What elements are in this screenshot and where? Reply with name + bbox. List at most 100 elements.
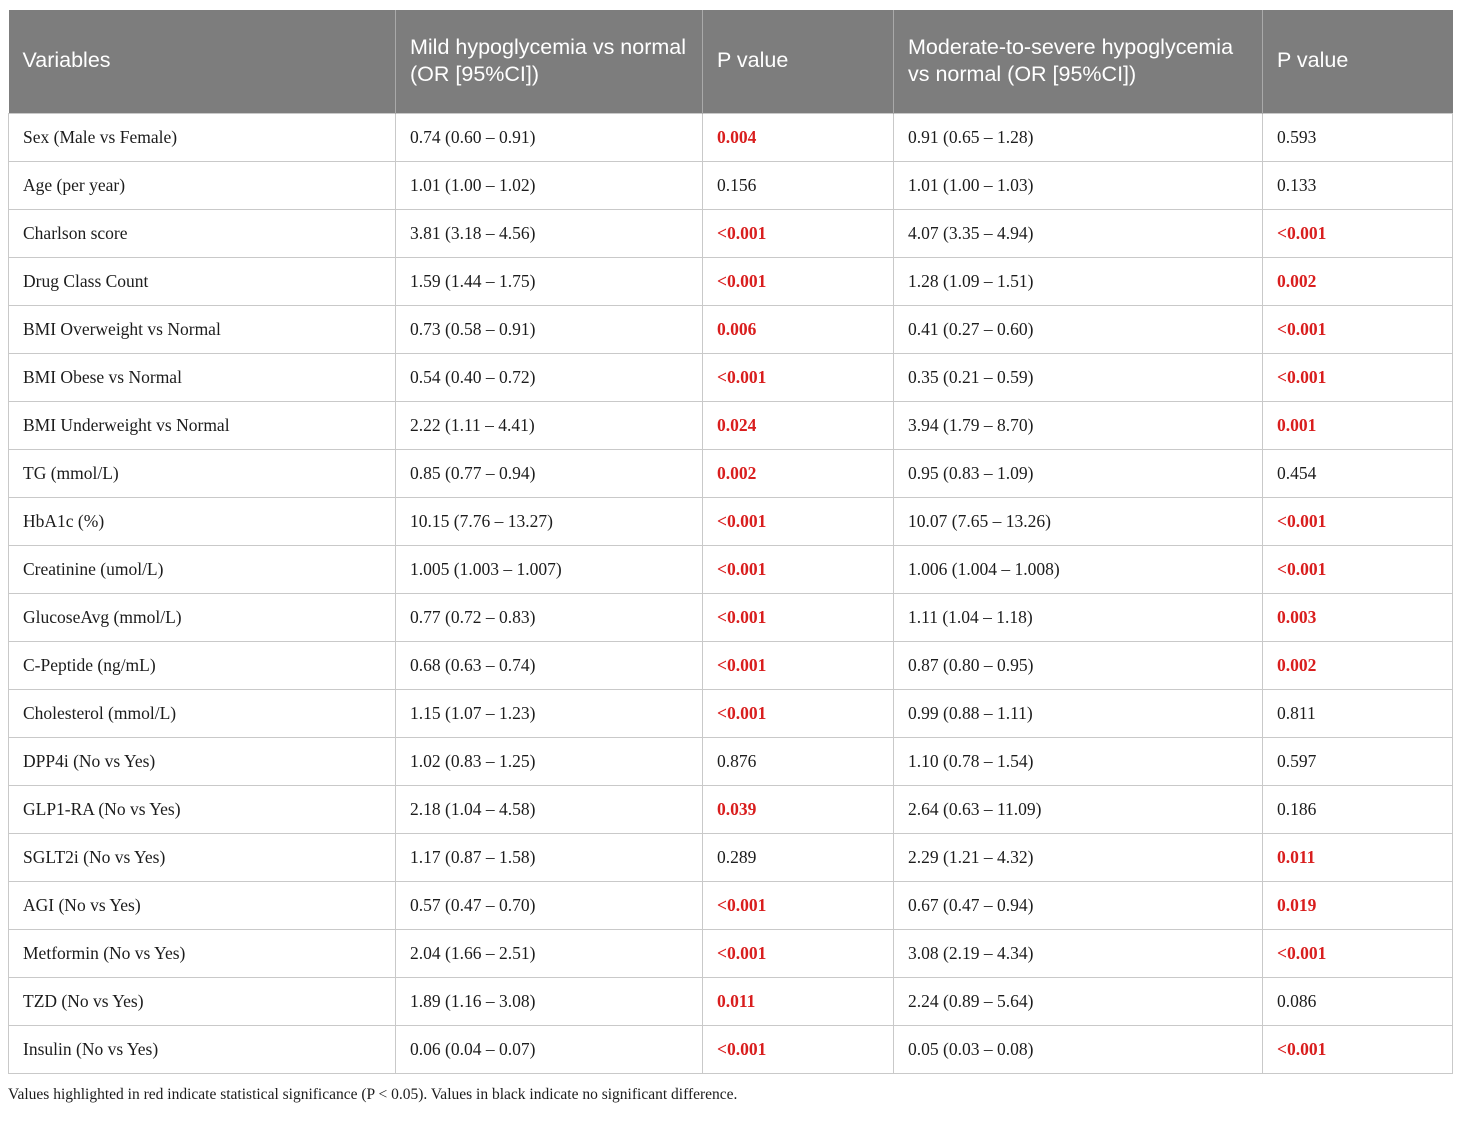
moderate-or-cell: 3.08 (2.19 – 4.34) (893, 928, 1263, 978)
table-row: GLP1-RA (No vs Yes) 2.18 (1.04 – 4.58) 0.0… (8, 784, 1453, 834)
mild-pvalue-cell: <0.001 (702, 928, 894, 978)
moderate-or-cell: 0.35 (0.21 – 0.59) (893, 352, 1263, 402)
variable-cell: Insulin (No vs Yes) (8, 1024, 396, 1074)
moderate-or-cell: 1.28 (1.09 – 1.51) (893, 256, 1263, 306)
moderate-pvalue-cell: 0.086 (1262, 976, 1453, 1026)
variable-cell: GlucoseAvg (mmol/L) (8, 592, 396, 642)
moderate-pvalue-cell: 0.011 (1262, 832, 1453, 882)
moderate-pvalue-cell: <0.001 (1262, 1024, 1453, 1074)
mild-pvalue-cell: <0.001 (702, 688, 894, 738)
moderate-or-cell: 0.67 (0.47 – 0.94) (893, 880, 1263, 930)
moderate-pvalue-cell: <0.001 (1262, 496, 1453, 546)
moderate-pvalue-cell: 0.002 (1262, 256, 1453, 306)
moderate-pvalue-cell: 0.019 (1262, 880, 1453, 930)
moderate-or-cell: 1.006 (1.004 – 1.008) (893, 544, 1263, 594)
mild-pvalue-cell: 0.156 (702, 160, 894, 210)
col-header-moderate-or: Moderate-to-severe hypoglycemia vs norma… (893, 10, 1263, 113)
mild-pvalue-cell: <0.001 (702, 544, 894, 594)
mild-pvalue-cell: 0.004 (702, 112, 894, 162)
col-header-variables: Variables (8, 10, 396, 113)
mild-or-cell: 0.77 (0.72 – 0.83) (395, 592, 703, 642)
moderate-or-cell: 2.64 (0.63 – 11.09) (893, 784, 1263, 834)
variable-cell: Sex (Male vs Female) (8, 112, 396, 162)
mild-or-cell: 3.81 (3.18 – 4.56) (395, 208, 703, 258)
moderate-or-cell: 10.07 (7.65 – 13.26) (893, 496, 1263, 546)
moderate-or-cell: 0.87 (0.80 – 0.95) (893, 640, 1263, 690)
mild-or-cell: 0.68 (0.63 – 0.74) (395, 640, 703, 690)
moderate-or-cell: 0.91 (0.65 – 1.28) (893, 112, 1263, 162)
moderate-or-cell: 1.11 (1.04 – 1.18) (893, 592, 1263, 642)
moderate-or-cell: 2.29 (1.21 – 4.32) (893, 832, 1263, 882)
moderate-pvalue-cell: <0.001 (1262, 208, 1453, 258)
table-row: HbA1c (%) 10.15 (7.76 – 13.27) <0.001 10.07… (8, 496, 1453, 546)
moderate-or-cell: 4.07 (3.35 – 4.94) (893, 208, 1263, 258)
table-row: TZD (No vs Yes) 1.89 (1.16 – 3.08) 0.011 2.… (8, 976, 1453, 1026)
table-row: Metformin (No vs Yes) 2.04 (1.66 – 2.51) <… (8, 928, 1453, 978)
mild-pvalue-cell: 0.011 (702, 976, 894, 1026)
moderate-pvalue-cell: 0.186 (1262, 784, 1453, 834)
mild-pvalue-cell: <0.001 (702, 640, 894, 690)
table-row: SGLT2i (No vs Yes) 1.17 (0.87 – 1.58) 0.28… (8, 832, 1453, 882)
mild-pvalue-cell: 0.002 (702, 448, 894, 498)
table-row: Drug Class Count 1.59 (1.44 – 1.75) <0.001… (8, 256, 1453, 306)
table-row: Sex (Male vs Female) 0.74 (0.60 – 0.91) 0.… (8, 112, 1453, 162)
table-body: Sex (Male vs Female) 0.74 (0.60 – 0.91) 0.… (8, 112, 1453, 1074)
variable-cell: TZD (No vs Yes) (8, 976, 396, 1026)
mild-or-cell: 1.02 (0.83 – 1.25) (395, 736, 703, 786)
variable-cell: SGLT2i (No vs Yes) (8, 832, 396, 882)
mild-or-cell: 1.15 (1.07 – 1.23) (395, 688, 703, 738)
moderate-or-cell: 0.05 (0.03 – 0.08) (893, 1024, 1263, 1074)
table-footnote: Values highlighted in red indicate stati… (8, 1085, 738, 1103)
moderate-pvalue-cell: 0.811 (1262, 688, 1453, 738)
mild-pvalue-cell: <0.001 (702, 208, 894, 258)
moderate-pvalue-cell: 0.593 (1262, 112, 1453, 162)
table-row: GlucoseAvg (mmol/L) 0.77 (0.72 – 0.83) <0.… (8, 592, 1453, 642)
table-row: BMI Overweight vs Normal 0.73 (0.58 – 0.9… (8, 304, 1453, 354)
table-row: BMI Obese vs Normal 0.54 (0.40 – 0.72) <0.… (8, 352, 1453, 402)
moderate-pvalue-cell: <0.001 (1262, 544, 1453, 594)
mild-or-cell: 1.59 (1.44 – 1.75) (395, 256, 703, 306)
mild-pvalue-cell: <0.001 (702, 880, 894, 930)
moderate-or-cell: 2.24 (0.89 – 5.64) (893, 976, 1263, 1026)
mild-or-cell: 0.06 (0.04 – 0.07) (395, 1024, 703, 1074)
col-header-mild-pvalue: P value (702, 10, 894, 113)
mild-or-cell: 2.04 (1.66 – 2.51) (395, 928, 703, 978)
mild-or-cell: 0.74 (0.60 – 0.91) (395, 112, 703, 162)
variable-cell: AGI (No vs Yes) (8, 880, 396, 930)
variable-cell: HbA1c (%) (8, 496, 396, 546)
variable-cell: TG (mmol/L) (8, 448, 396, 498)
mild-or-cell: 0.57 (0.47 – 0.70) (395, 880, 703, 930)
variable-cell: Drug Class Count (8, 256, 396, 306)
variable-cell: GLP1-RA (No vs Yes) (8, 784, 396, 834)
moderate-pvalue-cell: 0.133 (1262, 160, 1453, 210)
moderate-pvalue-cell: 0.454 (1262, 448, 1453, 498)
moderate-pvalue-cell: 0.001 (1262, 400, 1453, 450)
mild-or-cell: 0.54 (0.40 – 0.72) (395, 352, 703, 402)
variable-cell: Charlson score (8, 208, 396, 258)
mild-pvalue-cell: <0.001 (702, 256, 894, 306)
moderate-pvalue-cell: 0.597 (1262, 736, 1453, 786)
moderate-or-cell: 0.41 (0.27 – 0.60) (893, 304, 1263, 354)
mild-pvalue-cell: <0.001 (702, 496, 894, 546)
mild-or-cell: 1.01 (1.00 – 1.02) (395, 160, 703, 210)
table-row: Creatinine (umol/L) 1.005 (1.003 – 1.007)… (8, 544, 1453, 594)
col-header-mild-or: Mild hypoglycemia vs normal (OR [95%CI]) (395, 10, 703, 113)
variable-cell: Creatinine (umol/L) (8, 544, 396, 594)
moderate-pvalue-cell: <0.001 (1262, 352, 1453, 402)
table-row: Charlson score 3.81 (3.18 – 4.56) <0.001 4.… (8, 208, 1453, 258)
variable-cell: BMI Underweight vs Normal (8, 400, 396, 450)
variable-cell: Age (per year) (8, 160, 396, 210)
mild-or-cell: 0.85 (0.77 – 0.94) (395, 448, 703, 498)
mild-pvalue-cell: 0.039 (702, 784, 894, 834)
table-row: TG (mmol/L) 0.85 (0.77 – 0.94) 0.002 0.95 (… (8, 448, 1453, 498)
moderate-pvalue-cell: 0.003 (1262, 592, 1453, 642)
mild-or-cell: 0.73 (0.58 – 0.91) (395, 304, 703, 354)
mild-pvalue-cell: <0.001 (702, 592, 894, 642)
table-row: AGI (No vs Yes) 0.57 (0.47 – 0.70) <0.001 0… (8, 880, 1453, 930)
table-row: C-Peptide (ng/mL) 0.68 (0.63 – 0.74) <0.00… (8, 640, 1453, 690)
mild-or-cell: 1.005 (1.003 – 1.007) (395, 544, 703, 594)
header-row: Variables Mild hypoglycemia vs normal (O… (8, 10, 1453, 113)
moderate-or-cell: 1.01 (1.00 – 1.03) (893, 160, 1263, 210)
variable-cell: BMI Overweight vs Normal (8, 304, 396, 354)
